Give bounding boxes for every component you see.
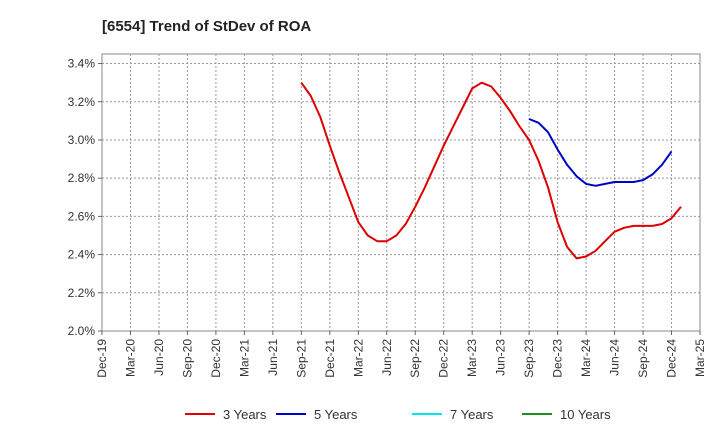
legend-label-10-years: 10 Years (560, 407, 611, 422)
x-tick-label: Mar-24 (579, 339, 593, 377)
x-tick-label: Dec-21 (323, 339, 337, 378)
series-line-3-years (300, 81, 682, 260)
plot-frame (101, 53, 701, 332)
legend: 3 Years 5 Years 7 Years 10 Years (185, 407, 611, 422)
y-tick-label: 2.6% (68, 209, 96, 223)
x-tick-label: Dec-22 (437, 339, 451, 378)
y-tick-label: 3.2% (68, 95, 96, 109)
x-tick-label: Jun-21 (266, 339, 280, 376)
series-lines (300, 81, 682, 260)
x-tick-label: Sep-23 (522, 339, 536, 378)
x-tick-label: Sep-24 (636, 339, 650, 378)
x-tick-label: Jun-24 (608, 339, 622, 376)
x-tick-label: Jun-22 (380, 339, 394, 376)
x-tick-label: Mar-20 (123, 339, 137, 377)
y-tick-label: 2.0% (68, 324, 96, 338)
y-tick-label: 3.0% (68, 133, 96, 147)
x-tick-label: Dec-20 (209, 339, 223, 378)
x-tick-label: Jun-20 (152, 339, 166, 376)
y-tick-label: 2.4% (68, 248, 96, 262)
x-tick-label: Sep-21 (294, 339, 308, 378)
y-tick-label: 2.8% (68, 171, 96, 185)
x-axis: Dec-19 Mar-20 Jun-20 Sep-20 Dec-20 Mar-21 Jun-… (95, 331, 707, 378)
x-tick-label: Dec-23 (551, 339, 565, 378)
x-tick-label: Sep-20 (180, 339, 194, 378)
x-tick-label: Mar-25 (693, 339, 707, 377)
x-tick-label: Mar-23 (465, 339, 479, 377)
chart-title: [6554] Trend of StDev of ROA (102, 18, 311, 35)
legend-label-3-years: 3 Years (223, 407, 267, 422)
series-line-5-years (528, 118, 673, 187)
x-tick-label: Jun-23 (494, 339, 508, 376)
x-tick-label: Sep-22 (408, 339, 422, 378)
x-tick-label: Mar-21 (237, 339, 251, 377)
x-tick-label: Dec-19 (95, 339, 109, 378)
y-tick-label: 2.2% (68, 286, 96, 300)
y-axis: 2.0% 2.2% 2.4% 2.6% 2.8% 3.0% 3.2% 3.4% (68, 57, 102, 338)
legend-label-7-years: 7 Years (450, 407, 494, 422)
x-tick-label: Mar-22 (351, 339, 365, 377)
y-tick-label: 3.4% (68, 57, 96, 71)
legend-label-5-years: 5 Years (314, 407, 358, 422)
plot-area (102, 54, 700, 331)
x-tick-label: Dec-24 (665, 339, 679, 378)
